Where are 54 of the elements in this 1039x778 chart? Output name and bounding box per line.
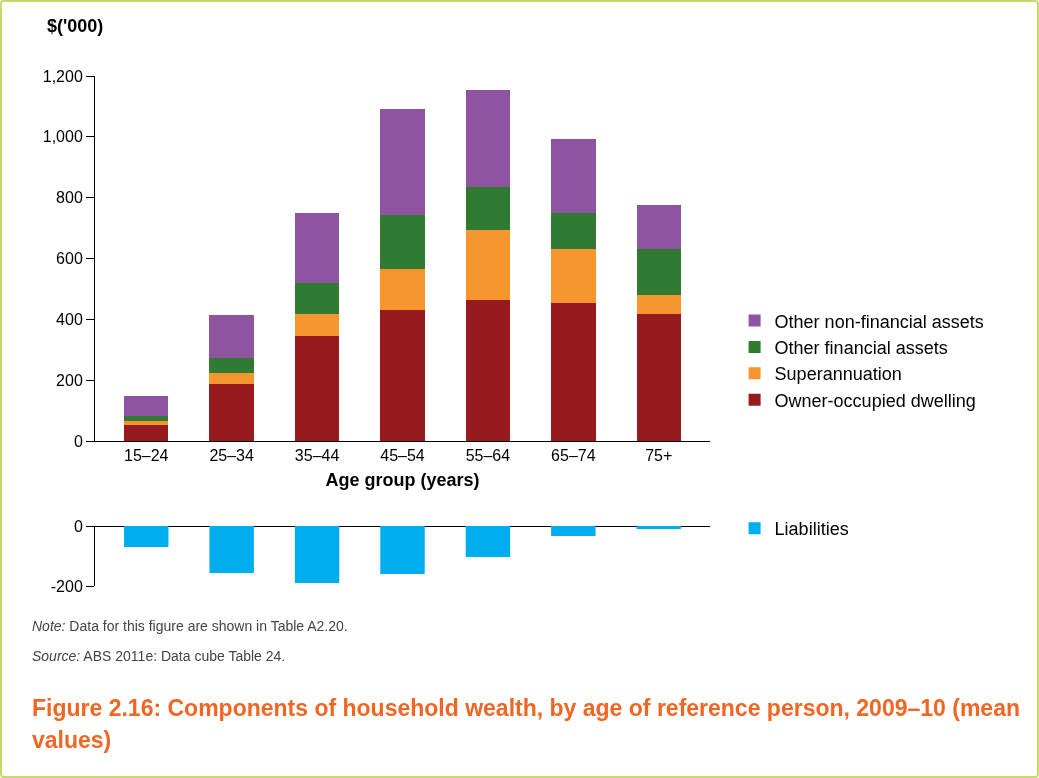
bar	[465, 89, 511, 188]
bar	[294, 313, 340, 337]
legend-label: Superannuation	[774, 364, 902, 385]
x-tick-label: 75+	[645, 447, 673, 465]
y-tick-label: 1,000	[42, 128, 83, 146]
legend-label: Other non-financial assets	[774, 311, 984, 332]
x-tick-label: 25–34	[209, 447, 255, 465]
bar	[294, 336, 340, 441]
bar	[465, 187, 511, 230]
x-tick-label: 45–54	[380, 447, 425, 465]
bar	[636, 204, 681, 250]
bar	[380, 268, 425, 310]
y-tick-label: 400	[56, 310, 83, 328]
y-tick-label: 800	[56, 189, 83, 207]
bar	[380, 108, 425, 215]
x-tick-label: 15–24	[124, 447, 169, 465]
bar	[380, 309, 425, 441]
bar	[209, 357, 254, 373]
y-tick-label: 1,200	[42, 67, 83, 85]
source-note: Source: ABS 2011e: Data cube Table 24.	[32, 648, 286, 664]
bar	[209, 372, 254, 385]
bar	[551, 249, 596, 303]
y-tick-label: 200	[56, 371, 83, 389]
text: Figure 2.16: Components of household wealth, by age of reference person, 2009–10 (mean values)	[32, 694, 1021, 755]
bar	[124, 424, 169, 441]
x-axis-title: Age group (years)	[325, 470, 480, 491]
bar	[465, 229, 511, 300]
bar	[124, 416, 169, 421]
x-tick-label: 35–44	[294, 447, 340, 465]
bar	[294, 282, 340, 314]
x-tick-label: 65–74	[551, 447, 596, 465]
legend-label: Liabilities	[774, 519, 849, 540]
y-tick-label: 600	[56, 250, 83, 268]
bar	[209, 384, 254, 441]
bar	[551, 302, 596, 441]
y-tick-label: 0	[73, 517, 83, 535]
bar	[551, 138, 596, 213]
legend-label: Other financial assets	[774, 337, 948, 358]
bar	[551, 212, 596, 250]
legend-label: Owner-occupied dwelling	[774, 390, 976, 411]
bar	[636, 295, 681, 314]
y-tick-label: -200	[50, 577, 83, 595]
bar	[465, 299, 511, 441]
bar	[124, 395, 169, 417]
bar	[124, 420, 169, 425]
bar	[209, 315, 254, 358]
x-tick-label: 55–64	[465, 447, 511, 465]
y-tick-label: 0	[73, 432, 83, 450]
y-axis-title: $('000)	[47, 16, 104, 36]
bar	[636, 249, 681, 295]
bar	[636, 313, 681, 441]
text: Note: Data for this figure are shown in Table A2.20.	[32, 618, 348, 634]
bar	[294, 212, 340, 283]
bar	[380, 215, 425, 269]
